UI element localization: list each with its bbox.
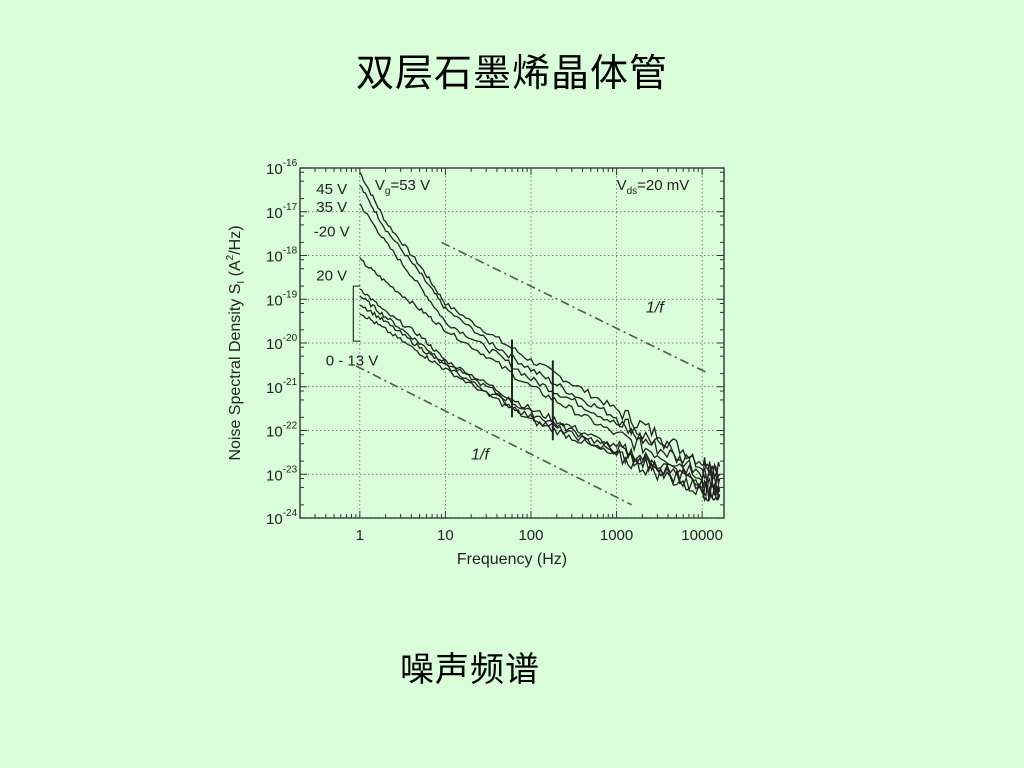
noise-curve bbox=[359, 295, 721, 499]
y-tick-label: 10-24 bbox=[266, 508, 298, 528]
x-tick-label: 10000 bbox=[681, 527, 723, 544]
vg-annotation: Vg=53 V bbox=[375, 177, 430, 197]
slide-title: 双层石墨烯晶体管 bbox=[355, 51, 668, 95]
noise-curve bbox=[359, 313, 721, 503]
curve-label: 45 V bbox=[316, 181, 347, 198]
y-tick-label: 10-18 bbox=[266, 246, 298, 266]
noise-curve bbox=[359, 304, 721, 502]
curve-label: 20 V bbox=[316, 267, 347, 284]
curve-label: 0 - 13 V bbox=[326, 352, 379, 369]
noise-spectrum-chart: 1 10 100 1000 10000 10-16 10-17 10-18 10-19 10-20… bbox=[225, 158, 725, 568]
x-axis-label: Frequency (Hz) bbox=[457, 551, 567, 568]
curve-label: -20 V bbox=[314, 224, 350, 241]
ref-label-lower: 1/f bbox=[471, 446, 490, 463]
y-tick-label: 10-19 bbox=[266, 289, 298, 309]
noise-curve bbox=[359, 185, 721, 478]
y-tick-label: 10-21 bbox=[266, 377, 298, 397]
curve-group-bracket bbox=[352, 285, 361, 342]
reference-1-over-f-line bbox=[355, 365, 633, 506]
x-tick-label: 1 bbox=[356, 527, 364, 544]
y-tick-label: 10-23 bbox=[266, 464, 298, 484]
y-tick-label: 10-22 bbox=[266, 421, 298, 441]
slide-caption: 噪声频谱 bbox=[400, 650, 540, 690]
vds-annotation: Vds=20 mV bbox=[617, 177, 690, 197]
ref-label-upper: 1/f bbox=[646, 299, 665, 316]
x-tick-label: 1000 bbox=[600, 527, 633, 544]
y-tick-label: 10-20 bbox=[266, 333, 298, 353]
noise-curve bbox=[359, 171, 721, 474]
y-axis-label: Noise Spectral Density SI (A2/Hz) bbox=[225, 225, 247, 460]
x-tick-label: 100 bbox=[518, 527, 543, 544]
reference-1-over-f-line bbox=[441, 241, 710, 375]
noise-curve bbox=[359, 203, 721, 485]
y-tick-label: 10-17 bbox=[266, 202, 298, 222]
curve-label: 35 V bbox=[316, 199, 347, 216]
x-tick-label: 10 bbox=[437, 527, 454, 544]
y-tick-label: 10-16 bbox=[266, 158, 298, 178]
